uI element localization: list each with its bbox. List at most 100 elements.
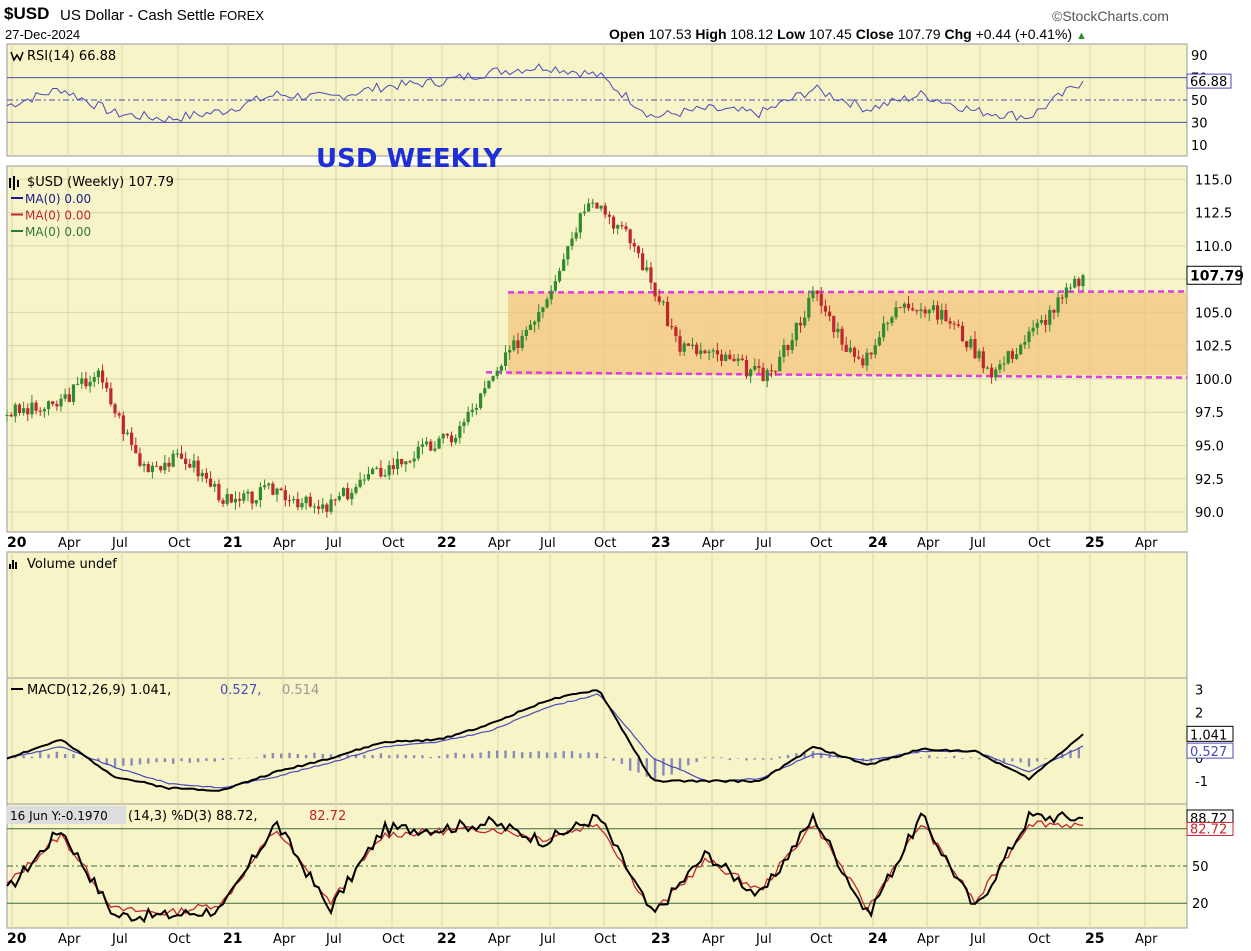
time-axis-label: 21 (223, 931, 242, 947)
time-axis-label: 24 (868, 535, 888, 551)
candle-body (890, 317, 894, 323)
macd-histogram-bar (712, 757, 715, 759)
macd-histogram-bar (745, 758, 748, 761)
candle-body (886, 322, 890, 324)
macd-histogram-bar (471, 753, 474, 759)
price-legend: $USD (Weekly) 107.79 (27, 175, 174, 190)
candle-body (861, 358, 865, 366)
candle-body (940, 310, 944, 320)
candle-body (645, 267, 649, 271)
candle-body (599, 205, 603, 209)
candle-body (184, 458, 188, 464)
macd-histogram-bar (687, 758, 690, 766)
time-axis-label: Jul (969, 932, 986, 947)
candle-body (470, 409, 474, 412)
candle-body (84, 378, 88, 387)
macd-histogram-bar (678, 758, 682, 769)
candle-body (906, 303, 911, 309)
time-axis-label: Apr (917, 536, 940, 551)
time-axis-label: Jul (755, 932, 772, 947)
range-box (508, 292, 1187, 375)
candle-body (682, 343, 686, 352)
candle-body (341, 488, 346, 497)
macd-histogram-bar (504, 750, 507, 759)
candle-body (744, 359, 749, 377)
macd-histogram-bar (753, 758, 756, 760)
candle-body (5, 414, 9, 416)
candle-body (416, 446, 420, 459)
candle-body (620, 225, 624, 227)
candle-body (154, 465, 159, 467)
candle-body (420, 444, 425, 447)
candle-body (76, 383, 80, 385)
macd-histogram-bar (628, 758, 632, 771)
candle-body (88, 381, 92, 387)
candle-body (653, 282, 657, 297)
candle-body (782, 344, 786, 358)
rsi-line (6, 63, 1084, 123)
chg-label: Chg (944, 26, 972, 42)
candle-body (873, 345, 877, 355)
macd-histogram-bar (271, 752, 275, 759)
candle-body (395, 459, 400, 470)
candle-body (362, 479, 366, 481)
time-axis-label: Jul (111, 536, 128, 551)
candle-body (1081, 275, 1085, 287)
candle-body (790, 340, 794, 351)
symbol: $USD (4, 4, 50, 23)
candle-body (275, 488, 279, 495)
candle-body (262, 485, 267, 488)
macd-histogram-bar (171, 758, 175, 764)
macd-histogram-bar (786, 754, 790, 759)
candle-body (657, 296, 661, 302)
candle-body (715, 350, 720, 355)
candle-body (167, 462, 171, 467)
candle-body (931, 305, 936, 311)
candle-body (100, 370, 105, 383)
macd-histogram-bar (296, 753, 300, 759)
macd-histogram-bar (163, 758, 167, 763)
candle-body (528, 324, 533, 330)
macd-histogram-bar (479, 752, 482, 759)
candle-body (852, 347, 857, 357)
macd-histogram-bar (828, 754, 831, 759)
candle-body (877, 337, 882, 346)
macd-histogram-bar (313, 752, 316, 759)
volume-legend: Volume undef (27, 557, 117, 572)
candle-body (424, 441, 429, 445)
candle-body (1077, 278, 1081, 287)
macd-histogram-bar (122, 758, 125, 766)
rsi-legend: RSI(14) 66.88 (27, 49, 116, 64)
candle-body (449, 435, 454, 443)
macd-histogram-bar (180, 758, 183, 762)
candle-body (827, 311, 832, 317)
chart-date: 27-Dec-2024 (5, 27, 81, 42)
macd-histogram-bar (604, 756, 607, 759)
rsi-tick-label: 10 (1191, 139, 1208, 154)
price-tick-label: 112.5 (1195, 207, 1232, 222)
time-axis-label: Apr (702, 536, 725, 551)
candle-body (63, 394, 67, 399)
macd-histogram-bar (14, 757, 17, 759)
candle-body (159, 466, 163, 471)
macd-histogram-bar (969, 757, 973, 759)
macd-histogram-bar (255, 757, 258, 759)
macd-histogram-bar (695, 758, 698, 763)
candle-body (915, 310, 919, 312)
macd-histogram-bar (363, 754, 366, 759)
candle-body (786, 344, 790, 351)
time-axis-label: Apr (1135, 932, 1158, 947)
candle-body (474, 407, 479, 410)
candle-body (333, 499, 337, 501)
macd-histogram-bar (462, 754, 466, 759)
macd-histogram-bar (47, 754, 50, 759)
candle-body (740, 358, 744, 360)
macd-histogram-bar (736, 758, 740, 759)
candle-body (296, 498, 300, 508)
candle-body (977, 351, 981, 359)
time-axis-label: Jul (969, 536, 986, 551)
candle-body (1031, 327, 1035, 332)
crosshair-readout: 16 Jun Y:-0.1970 (10, 809, 108, 823)
candle-body (370, 468, 375, 475)
candle-body (690, 344, 695, 346)
